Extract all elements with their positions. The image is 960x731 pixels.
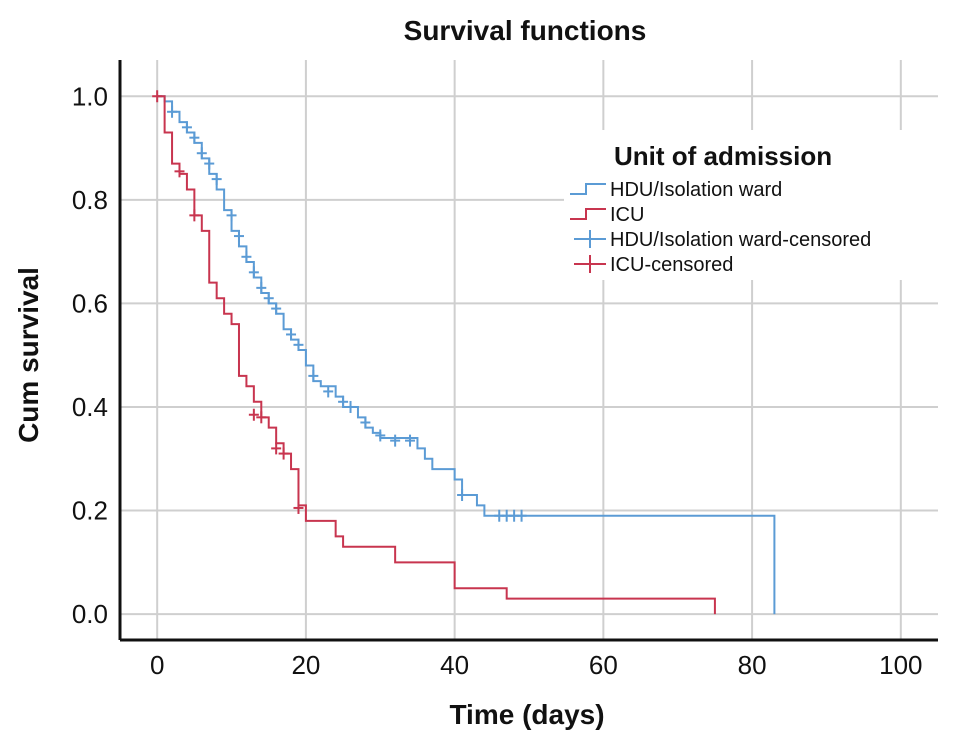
legend-entry: HDU/Isolation ward-censored — [574, 229, 871, 251]
censor-mark-hdu-isolation-ward — [323, 385, 334, 398]
censor-mark-hdu-isolation-ward — [338, 395, 349, 408]
x-tick-label: 100 — [879, 650, 922, 680]
censor-mark-hdu-isolation-ward — [308, 369, 319, 382]
censor-mark-hdu-isolation-ward — [196, 147, 207, 160]
y-tick-label: 0.6 — [72, 288, 108, 318]
censor-mark-hdu-isolation-ward — [189, 131, 200, 144]
chart-title: Survival functions — [404, 15, 647, 46]
censor-mark-icu — [189, 209, 200, 222]
x-tick-label: 0 — [150, 650, 164, 680]
censor-mark-hdu-isolation-ward — [263, 292, 274, 305]
legend-label: ICU — [610, 204, 644, 226]
censor-mark-hdu-isolation-ward — [293, 338, 304, 351]
censor-mark-icu — [293, 501, 304, 514]
censor-mark-hdu-isolation-ward — [271, 302, 282, 315]
x-tick-label: 80 — [738, 650, 767, 680]
legend-swatch-step — [570, 208, 606, 220]
censor-mark-hdu-isolation-ward — [256, 281, 267, 294]
censor-mark-icu — [271, 442, 282, 455]
y-tick-label: 0.8 — [72, 185, 108, 215]
x-axis-label: Time (days) — [449, 699, 604, 730]
legend-swatch-step — [570, 183, 606, 195]
tick-labels: 0 20 40 60 80 100 0.0 0.2 0.4 0.6 0.8 1.0 — [72, 81, 923, 680]
y-tick-label: 1.0 — [72, 81, 108, 111]
censor-mark-hdu-isolation-ward — [360, 416, 371, 429]
censor-mark-hdu-isolation-ward — [390, 434, 401, 447]
censor-mark-hdu-isolation-ward — [248, 266, 259, 279]
censor-mark-hdu-isolation-ward — [241, 250, 252, 263]
censor-mark-hdu-isolation-ward — [516, 509, 527, 522]
legend-entry: ICU — [570, 204, 644, 226]
censor-mark-icu — [278, 447, 289, 460]
censor-mark-icu — [174, 165, 185, 178]
x-tick-label: 40 — [440, 650, 469, 680]
censor-mark-icu — [256, 411, 267, 424]
series-line-icu — [157, 95, 716, 615]
censor-mark-icu — [152, 90, 163, 103]
y-tick-label: 0.2 — [72, 496, 108, 526]
legend-title: Unit of admission — [614, 141, 832, 171]
censor-mark-hdu-isolation-ward — [226, 209, 237, 222]
censor-mark-hdu-isolation-ward — [204, 157, 215, 170]
censor-mark-hdu-isolation-ward — [167, 105, 178, 118]
censor-mark-hdu-isolation-ward — [457, 489, 468, 501]
legend-entry: ICU-censored — [574, 254, 733, 276]
x-tick-label: 20 — [291, 650, 320, 680]
censor-mark-hdu-isolation-ward — [181, 121, 192, 134]
legend-entry: HDU/Isolation ward — [570, 179, 782, 201]
axes — [118, 60, 938, 642]
censor-mark-hdu-isolation-ward — [345, 400, 356, 413]
legend-background — [564, 130, 939, 280]
legend: Unit of admission HDU/Isolation ward ICU HD… — [564, 130, 939, 280]
legend-label: ICU-censored — [610, 254, 733, 276]
censor-mark-icu — [248, 408, 259, 421]
censor-mark-hdu-isolation-ward — [233, 230, 244, 243]
series-layer — [152, 90, 776, 615]
y-tick-label: 0.4 — [72, 392, 108, 422]
y-tick-label: 0.0 — [72, 599, 108, 629]
censor-mark-hdu-isolation-ward — [405, 434, 416, 447]
legend-label: HDU/Isolation ward — [610, 179, 782, 201]
y-axis-label: Cum survival — [13, 267, 44, 443]
legend-label: HDU/Isolation ward-censored — [610, 229, 871, 251]
x-tick-label: 60 — [589, 650, 618, 680]
censor-mark-hdu-isolation-ward — [375, 429, 386, 442]
censor-mark-hdu-isolation-ward — [286, 328, 297, 341]
censor-mark-hdu-isolation-ward — [211, 173, 222, 186]
